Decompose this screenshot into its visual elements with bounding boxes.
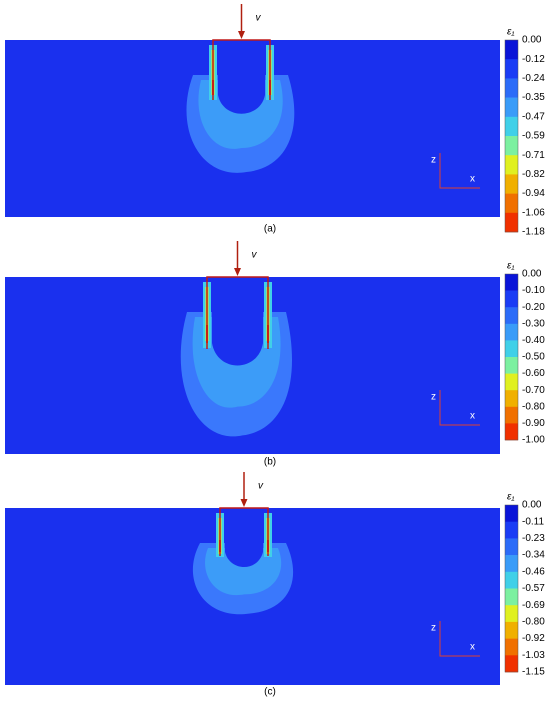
colorbar-title: ε₁ xyxy=(507,27,515,38)
core-zone xyxy=(212,277,263,366)
colorbar-segment xyxy=(505,571,518,589)
colorbar-segment xyxy=(505,97,518,118)
axis-indicator xyxy=(439,153,480,189)
colorbar-segment xyxy=(505,290,518,308)
colorbar-title: ε₁ xyxy=(507,261,515,272)
colorbar-segment xyxy=(505,193,518,214)
colorbar-segment xyxy=(505,423,518,441)
colorbar-segment xyxy=(505,174,518,194)
core-zone xyxy=(225,508,263,567)
axis-x-label: x xyxy=(470,174,475,185)
colorbar-tick-label: -1.06 xyxy=(522,207,545,218)
colorbar-tick-label: -0.20 xyxy=(522,302,545,313)
colorbar-frame xyxy=(504,504,519,673)
colorbar-segment xyxy=(505,621,518,639)
colorbar-tick-label: -0.50 xyxy=(522,352,545,363)
colorbar-tick-label: -0.10 xyxy=(522,285,545,296)
colorbar-title: ε₁ xyxy=(507,492,515,503)
load-label: v xyxy=(256,13,262,24)
colorbar-segment xyxy=(505,59,518,79)
colorbar-segment xyxy=(505,340,518,358)
colorbar-segment xyxy=(505,212,518,233)
load-label: v xyxy=(258,481,264,492)
colorbar-tick-label: -0.94 xyxy=(522,188,545,199)
colorbar-tick-label: -1.00 xyxy=(522,435,545,446)
colorbar-tick-label: -0.35 xyxy=(522,92,545,103)
axis-x-label: x xyxy=(470,411,475,422)
colorbar-tick-label: -0.90 xyxy=(522,418,545,429)
axis-z-label: z xyxy=(431,623,436,634)
colorbar-segment xyxy=(505,357,518,374)
arrow-head xyxy=(238,31,245,39)
colorbar-tick-label: -0.23 xyxy=(522,533,545,544)
colorbar-segment xyxy=(505,136,518,156)
caption: (b) xyxy=(264,457,276,468)
footing xyxy=(219,507,269,556)
colorbar-tick-label: -0.11 xyxy=(522,516,544,527)
colorbar-tick-label: -0.69 xyxy=(522,600,545,611)
colorbar-segment xyxy=(505,373,518,391)
core-zone xyxy=(218,40,265,114)
colorbar-tick-label: -1.18 xyxy=(522,227,545,238)
colorbar-segment xyxy=(505,588,518,606)
colorbar-tick-label: -0.71 xyxy=(522,150,545,161)
colorbar-segment xyxy=(505,638,518,656)
colorbar-tick-label: 0.00 xyxy=(522,35,542,46)
caption: (a) xyxy=(264,224,276,235)
colorbar-tick-label: -1.03 xyxy=(522,650,545,661)
colorbar-tick-label: -0.82 xyxy=(522,169,545,180)
colorbar-tick-label: -0.80 xyxy=(522,617,545,628)
colorbar-tick-label: -0.57 xyxy=(522,583,545,594)
colorbar-tick-label: -0.34 xyxy=(522,550,545,561)
colorbar-segment xyxy=(505,538,518,556)
caption: (c) xyxy=(264,687,276,698)
colorbar-tick-label: -0.40 xyxy=(522,335,545,346)
colorbar-segment xyxy=(505,406,518,424)
colorbar-segment xyxy=(505,390,518,408)
colorbar-segment xyxy=(505,655,518,673)
axis-indicator xyxy=(439,390,480,426)
colorbar-tick-label: -0.59 xyxy=(522,131,545,142)
colorbar-tick-label: 0.00 xyxy=(522,269,542,280)
colorbar-tick-label: -0.80 xyxy=(522,401,545,412)
footing xyxy=(212,39,271,100)
axis-indicator xyxy=(439,621,480,657)
colorbar-tick-label: -0.60 xyxy=(522,368,545,379)
arrow-head xyxy=(234,268,241,276)
colorbar-segment xyxy=(505,521,518,539)
colorbar-frame xyxy=(504,39,519,233)
colorbar-tick-label: 0.00 xyxy=(522,500,542,511)
colorbar-segment xyxy=(505,307,518,325)
colorbar-segment xyxy=(505,274,518,291)
colorbar-segment xyxy=(505,505,518,522)
colorbar-tick-label: -0.12 xyxy=(522,54,545,65)
panel: v z x ε₁ 0.00 -0.12 -0.24 -0.35 -0.47 -0.59 -0.71 -… xyxy=(5,4,545,238)
footing xyxy=(206,276,269,349)
load-label: v xyxy=(252,250,258,261)
colorbar-tick-label: -0.70 xyxy=(522,385,545,396)
colorbar-tick-label: -0.46 xyxy=(522,566,545,577)
panel: v z x ε₁ 0.00 -0.11 -0.23 -0.34 -0.46 -0.57 -0.69 -… xyxy=(5,472,545,698)
colorbar-segment xyxy=(505,116,518,137)
colorbar-segment xyxy=(505,78,518,98)
colorbar-tick-label: -0.30 xyxy=(522,318,545,329)
panel: v z x ε₁ 0.00 -0.10 -0.20 -0.30 -0.40 -0.50 -0.60 -… xyxy=(5,241,545,468)
strain-zone xyxy=(205,548,282,596)
colorbar-frame xyxy=(504,273,519,441)
colorbar-segment xyxy=(505,155,518,175)
axis-z-label: z xyxy=(431,155,436,166)
colorbar-segment xyxy=(505,323,518,341)
colorbar-tick-label: -0.47 xyxy=(522,111,545,122)
axis-z-label: z xyxy=(431,392,436,403)
colorbar-tick-label: -1.15 xyxy=(522,667,545,678)
axis-x-label: x xyxy=(470,642,475,653)
colorbar-segment xyxy=(505,605,518,623)
colorbar-tick-label: -0.24 xyxy=(522,73,545,84)
arrow-head xyxy=(240,499,248,507)
colorbar-segment xyxy=(505,555,518,573)
colorbar-segment xyxy=(505,40,518,60)
colorbar-tick-label: -0.92 xyxy=(522,633,545,644)
